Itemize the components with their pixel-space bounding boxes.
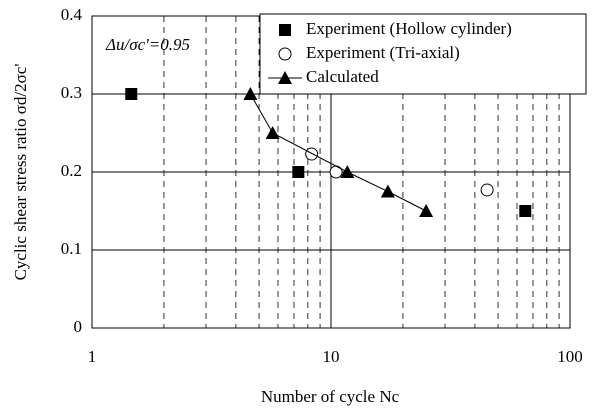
annotation: Δu/σc'=0.95 <box>105 35 190 54</box>
legend-box <box>259 13 587 95</box>
y-tick-label: 0.1 <box>61 239 82 258</box>
triangle-marker <box>419 204 434 217</box>
y-tick-label: 0 <box>74 317 83 336</box>
square-marker <box>279 24 291 36</box>
x-axis-label: Number of cycle Nc <box>261 387 400 406</box>
circle-marker <box>305 147 319 161</box>
circle-marker <box>480 183 494 197</box>
square-marker <box>125 88 138 100</box>
y-tick-label: 0.3 <box>61 83 82 102</box>
x-tick-label: 1 <box>88 347 97 366</box>
y-tick-label: 0.4 <box>61 5 83 24</box>
legend-label: Experiment (Tri-axial) <box>306 43 460 62</box>
calculated-line <box>249 93 427 212</box>
triangle-marker <box>278 71 292 84</box>
legend: Experiment (Hollow cylinder) Experiment (… <box>259 13 587 95</box>
triangle-marker <box>380 184 395 198</box>
legend-label: Calculated <box>306 67 379 86</box>
square-marker <box>519 205 532 217</box>
x-tick-label: 10 <box>323 347 340 366</box>
y-tick-label: 0.2 <box>61 161 82 180</box>
square-marker <box>292 166 305 178</box>
triangle-marker <box>265 126 280 139</box>
triangle-marker <box>243 87 258 100</box>
y-axis-label: Cyclic shear stress ratio σd/2σc' <box>11 64 30 281</box>
x-tick-label: 100 <box>557 347 583 366</box>
legend-label: Experiment (Hollow cylinder) <box>306 19 512 38</box>
circle-marker <box>278 47 292 61</box>
triangle-marker <box>340 165 355 178</box>
